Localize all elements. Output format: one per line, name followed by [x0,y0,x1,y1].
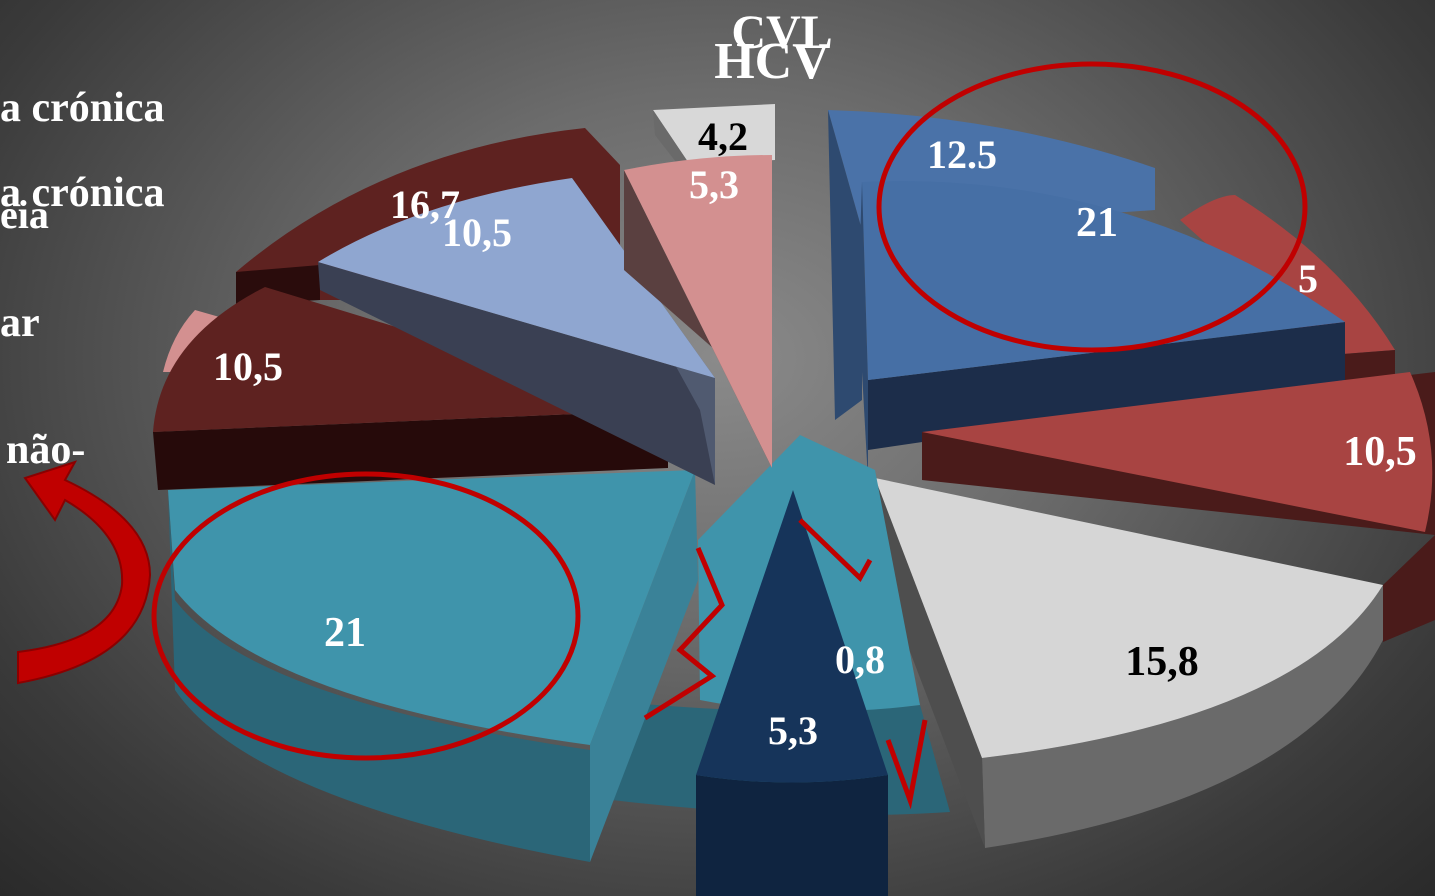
data-label: 15,8 [1125,639,1199,685]
pie-slice-side [868,322,1345,450]
chart-title-hcv: HCV [714,33,830,90]
pie-slice [875,478,1383,758]
pie-slice [318,178,715,378]
data-label: 5,3 [768,708,818,753]
pie-slice-side [153,410,668,490]
data-label: 0,8 [835,637,885,682]
pie-slice [922,372,1433,532]
legend-item: eia [0,192,49,237]
zigzag-arrow [643,547,725,721]
curved-arrow [17,460,152,685]
data-label: 10,5 [1343,429,1417,475]
data-label: 16,7 [390,182,460,227]
annotations [17,61,1308,810]
pie-slice-side [696,775,888,896]
data-label: 4,2 [698,114,748,159]
data-label: 21 [324,610,366,656]
zigzag-arrow [798,518,873,583]
data-labels: 12.5 5 16,7 4,2 21 10,5 15,8 0,8 5,3 21 … [213,114,1417,753]
legend: a crónica eia a crónica ar não- [0,85,164,473]
legend-item: a crónica [0,170,164,216]
highlight-ellipse [151,471,581,761]
pie-slice-side [1383,535,1435,642]
pie-slice-side [858,182,868,480]
pie-slice-side [828,110,862,420]
data-label: 10,5 [442,210,512,255]
highlight-ellipse [876,61,1308,353]
data-label: 5 [1298,256,1318,301]
data-label: 5,3 [689,162,739,207]
data-label: 12.5 [927,132,997,177]
hcv-pie [153,155,1435,896]
legend-item: ar [0,300,40,346]
legend-item: a crónica [0,85,164,131]
chart-title-cvl: CVL [731,6,832,59]
pie-slice [624,155,772,468]
data-label: 21 [1076,200,1118,246]
pie-slice [168,470,695,745]
pie-slice-side [318,262,715,485]
pie-slice [1180,195,1395,355]
pie-slice-side [1330,350,1395,380]
pie-slice [653,104,775,165]
pie-slice-side [875,478,985,848]
pie-slice [696,490,888,783]
pie-slice-side [590,470,698,862]
pie-slice-side [168,490,590,862]
data-label: 10,5 [213,344,283,389]
zigzag-arrow [885,719,928,810]
pie-slice-side [982,585,1383,848]
